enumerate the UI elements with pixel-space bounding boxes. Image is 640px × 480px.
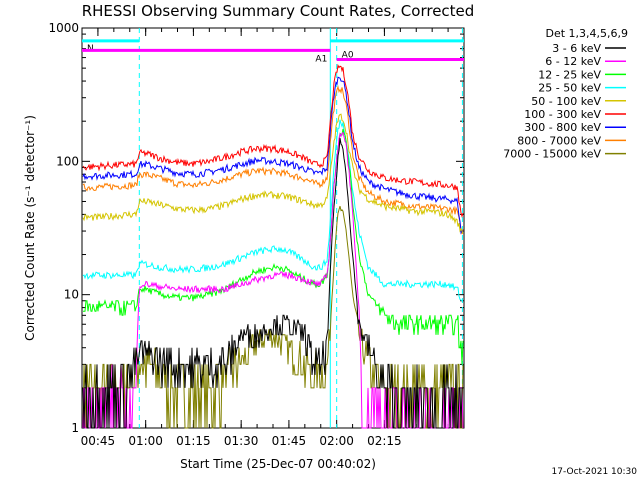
- series-line: [82, 119, 464, 302]
- state-label: A1: [315, 54, 327, 64]
- y-tick-label: 100: [56, 154, 79, 168]
- y-tick-label: 1: [71, 421, 79, 435]
- y-axis-label: Corrected Count Rate (s⁻¹ detector⁻¹): [23, 115, 37, 341]
- series-line: [82, 113, 464, 234]
- plot-area: 1 10 100 1000 00:45 01:00 01:15 01:30 01:45 02:00…: [48, 21, 465, 448]
- legend-label: 7000 - 15000 keV: [503, 148, 601, 161]
- legend-label: 800 - 7000 keV: [517, 134, 601, 147]
- series-line: [82, 76, 464, 235]
- legend-title: Det 1,3,4,5,6,9: [545, 27, 628, 40]
- x-tick-label: 01:45: [272, 434, 307, 448]
- y-tick-label: 10: [64, 288, 79, 302]
- x-tick-label: 02:15: [367, 434, 402, 448]
- footer-timestamp: 17-Oct-2021 10:30: [552, 467, 638, 477]
- legend-label: 12 - 25 keV: [538, 68, 601, 81]
- legend-label: 3 - 6 keV: [552, 42, 601, 55]
- state-label: A0: [342, 51, 354, 61]
- series-line: [82, 85, 464, 235]
- x-tick-label: 01:15: [176, 434, 211, 448]
- x-tick-label: 01:00: [128, 434, 163, 448]
- legend-label: 25 - 50 keV: [538, 82, 601, 95]
- x-tick-label: 02:00: [319, 434, 354, 448]
- series-line: [82, 131, 464, 429]
- legend-label: 6 - 12 keV: [545, 55, 601, 68]
- series-line: [82, 63, 464, 218]
- y-tick-label: 1000: [48, 21, 79, 35]
- series-line: [82, 137, 463, 429]
- x-tick-label: 01:30: [224, 434, 259, 448]
- x-tick-label: 00:45: [81, 434, 116, 448]
- chart-title: RHESSI Observing Summary Count Rates, Co…: [82, 2, 475, 20]
- legend-label: 100 - 300 keV: [524, 108, 601, 121]
- series-line: [83, 128, 464, 365]
- x-axis-label: Start Time (25-Dec-07 00:40:02): [180, 457, 376, 471]
- legend-label: 300 - 800 keV: [524, 121, 601, 134]
- legend-label: 50 - 100 keV: [531, 95, 601, 108]
